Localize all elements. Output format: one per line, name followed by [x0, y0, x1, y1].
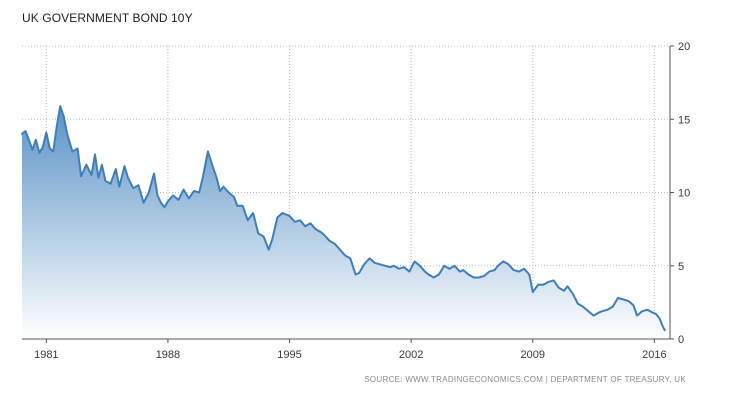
source-note: SOURCE: WWW.TRADINGECONOMICS.COM | DEPAR… [364, 375, 686, 384]
series-area-fill [22, 106, 665, 339]
x-tick-label: 2016 [642, 349, 666, 361]
x-tick-label: 1988 [156, 349, 180, 361]
y-tick-label: 0 [678, 334, 684, 346]
axis-layer [22, 45, 674, 343]
tick-label-layer: 0 5 10 15 20 1981 1988 1995 2002 2009 2016 [34, 41, 690, 361]
area-layer [21, 105, 666, 339]
x-tick-label: 1981 [34, 349, 58, 361]
x-tick-label: 2002 [399, 349, 423, 361]
chart-title: UK GOVERNMENT BOND 10Y [22, 11, 193, 25]
y-tick-label: 10 [678, 188, 690, 200]
x-tick-label: 1995 [277, 349, 301, 361]
y-tick-label: 20 [678, 41, 690, 53]
y-tick-label: 15 [678, 114, 690, 126]
y-tick-label: 5 [678, 261, 684, 273]
x-tick-label: 2009 [521, 349, 545, 361]
series-line [21, 105, 666, 332]
